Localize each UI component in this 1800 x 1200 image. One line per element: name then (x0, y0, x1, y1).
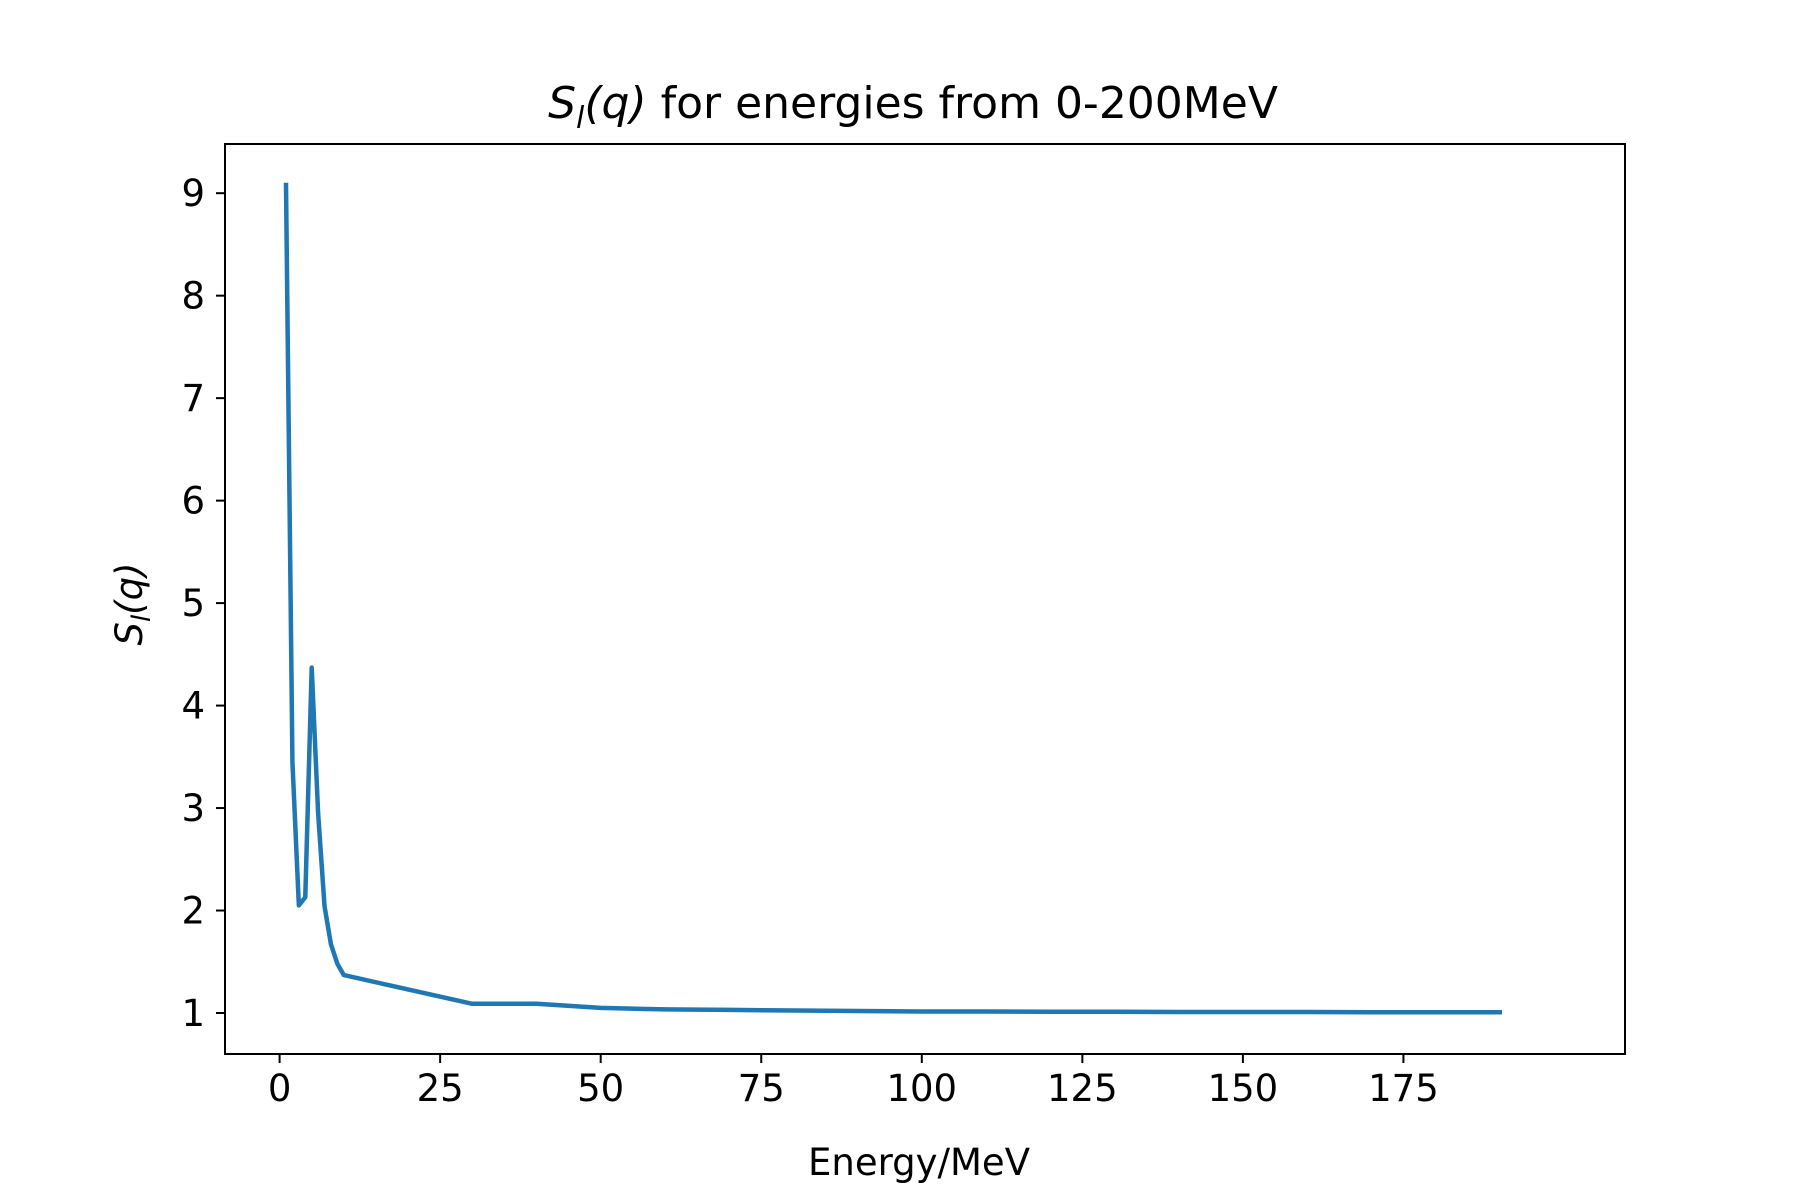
y-tick-label: 7 (181, 377, 205, 420)
x-axis-label: Energy/MeV (808, 1141, 1030, 1184)
y-axis-label: Sl(q) (108, 562, 157, 645)
x-axis: 0 25 50 75 100 125 150 175 (268, 1054, 1439, 1110)
plot-area (283, 182, 1503, 1015)
series-line (283, 182, 1503, 1015)
y-tick-label: 4 (181, 685, 205, 728)
chart-title: Sl(q) for energies from 0-200MeV (548, 78, 1278, 136)
x-tick-label: 0 (268, 1067, 292, 1110)
x-tick-label: 75 (738, 1067, 785, 1110)
y-tick-label: 9 (181, 172, 205, 215)
x-tick-label: 100 (886, 1067, 957, 1110)
y-tick-label: 6 (181, 480, 205, 523)
x-tick-label: 125 (1047, 1067, 1118, 1110)
y-tick-label: 2 (181, 890, 205, 933)
y-tick-label: 1 (181, 992, 205, 1035)
x-tick-label: 25 (417, 1067, 464, 1110)
y-axis: 1 2 3 4 5 6 7 8 9 (181, 172, 225, 1035)
axes-frame (224, 143, 1626, 1055)
y-tick-label: 5 (181, 582, 205, 625)
x-tick-label: 150 (1208, 1067, 1279, 1110)
y-tick-label: 3 (181, 787, 205, 830)
x-tick-label: 175 (1368, 1067, 1439, 1110)
x-tick-label: 50 (577, 1067, 624, 1110)
y-tick-label: 8 (181, 275, 205, 318)
